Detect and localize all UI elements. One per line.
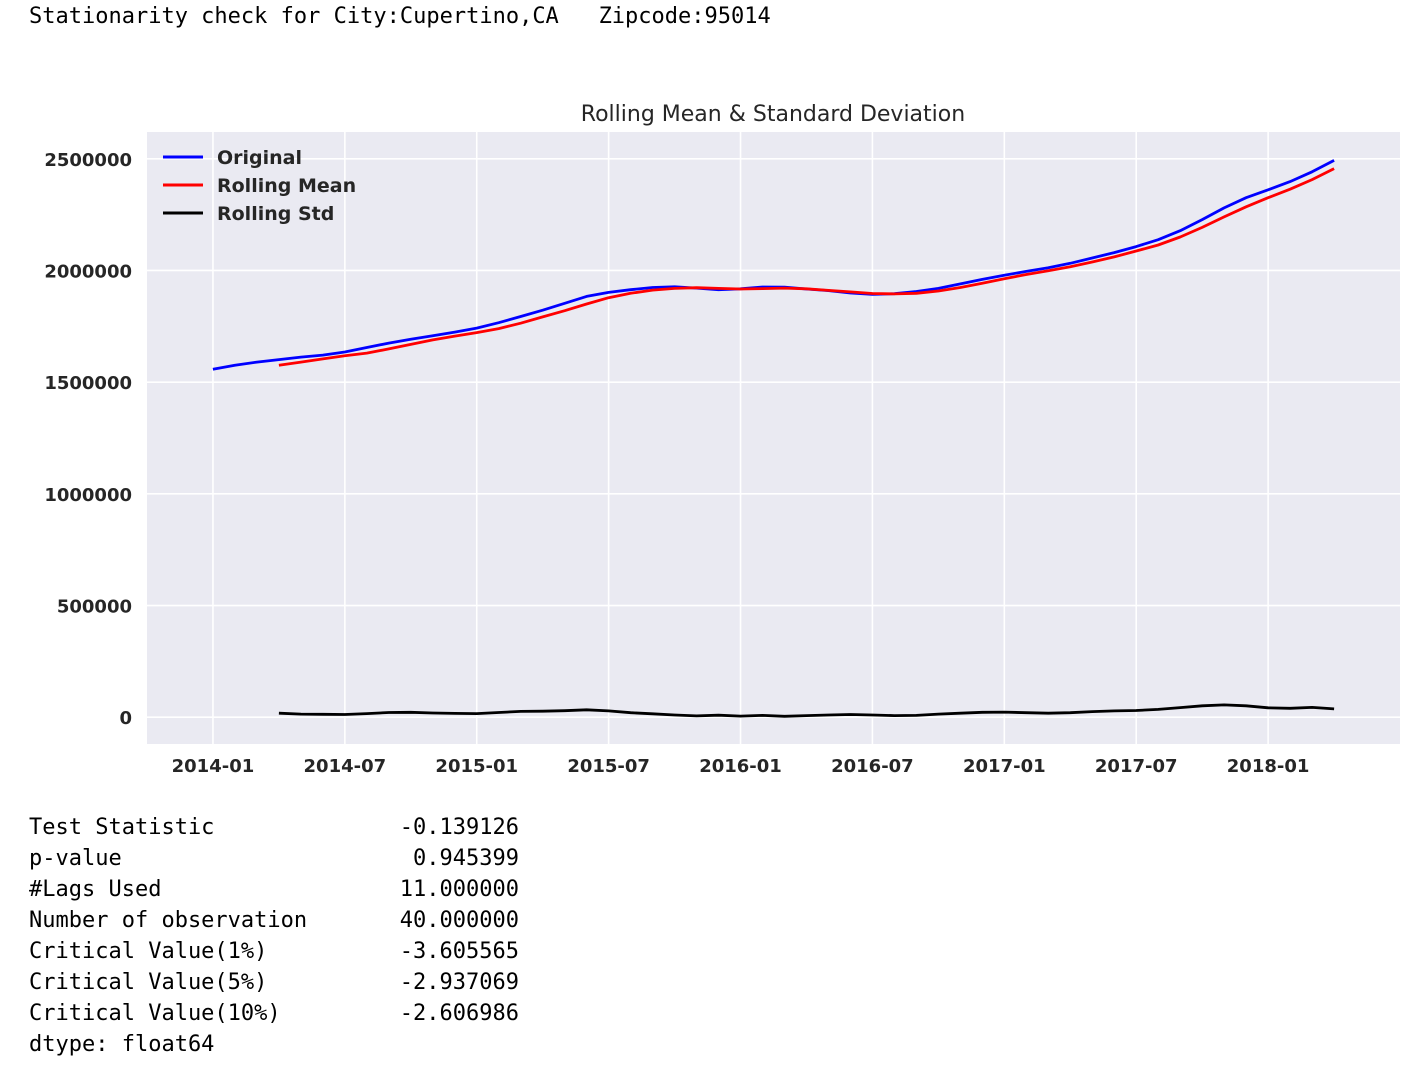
x-tick-label: 2017-07 — [1095, 756, 1178, 777]
y-tick-label: 2500000 — [44, 150, 132, 171]
result-value: 11.000000 — [399, 877, 519, 902]
x-tick-label: 2017-01 — [963, 756, 1046, 777]
result-value: -0.139126 — [399, 815, 519, 840]
x-tick-label: 2014-07 — [304, 756, 387, 777]
result-label: Critical Value(10%) — [29, 1001, 281, 1026]
result-label: Critical Value(5%) — [29, 970, 268, 995]
x-tick-label: 2015-01 — [435, 756, 518, 777]
x-tick-label: 2016-07 — [831, 756, 914, 777]
zipcode-label: Zipcode:95014 — [598, 4, 771, 29]
series-lines — [212, 159, 1335, 718]
result-value: -2.606986 — [399, 1001, 519, 1026]
result-row: Number of observation 40.000000 — [29, 905, 519, 936]
chart-title: Rolling Mean & Standard Deviation — [581, 102, 965, 127]
result-value: -3.605565 — [399, 939, 519, 964]
rolling-std-line — [278, 703, 1335, 718]
rolling-mean-line — [278, 167, 1335, 367]
legend-label: Rolling Mean — [217, 175, 356, 197]
grid — [147, 132, 1400, 744]
result-label: Test Statistic — [29, 815, 215, 840]
legend: Original Rolling Mean Rolling Std — [163, 147, 356, 225]
rolling-stats-chart: Rolling Mean & Standard Deviation 0 50000… — [44, 102, 1400, 777]
result-value: 40.000000 — [399, 908, 519, 933]
city-label: Stationarity check for City:Cupertino,CA — [29, 4, 559, 29]
y-tick-label: 0 — [119, 708, 132, 729]
result-value: 0.945399 — [413, 846, 519, 871]
result-value: -2.937069 — [399, 970, 519, 995]
y-tick-label: 500000 — [57, 597, 132, 618]
y-tick-label: 1000000 — [44, 485, 132, 506]
result-row: p-value 0.945399 — [29, 843, 519, 874]
plot-area — [147, 132, 1400, 744]
y-tick-label: 2000000 — [44, 261, 132, 282]
header-line: Stationarity check for City:Cupertino,CA… — [29, 4, 771, 29]
x-tick-label: 2016-01 — [699, 756, 782, 777]
result-row: Test Statistic -0.139126 — [29, 812, 519, 843]
result-label: #Lags Used — [29, 877, 162, 902]
result-row: #Lags Used 11.000000 — [29, 874, 519, 905]
x-axis-ticks: 2014-01 2014-07 2015-01 2015-07 2016-01 2016-… — [172, 756, 1310, 777]
adf-results: Test Statistic -0.139126 p-value 0.945399 #L… — [29, 812, 519, 1060]
dtype-line: dtype: float64 — [29, 1032, 215, 1057]
x-tick-label: 2014-01 — [172, 756, 255, 777]
y-tick-label: 1500000 — [44, 373, 132, 394]
y-axis-ticks: 0 500000 1000000 1500000 2000000 2500000 — [44, 150, 132, 729]
result-label: Number of observation — [29, 908, 308, 933]
legend-label: Original — [217, 147, 302, 169]
x-tick-label: 2015-07 — [567, 756, 650, 777]
result-label: Critical Value(1%) — [29, 939, 268, 964]
legend-label: Rolling Std — [217, 203, 334, 225]
result-row: Critical Value(5%) -2.937069 — [29, 967, 519, 998]
result-row: Critical Value(10%) -2.606986 — [29, 998, 519, 1029]
result-row: Critical Value(1%) -3.605565 — [29, 936, 519, 967]
x-tick-label: 2018-01 — [1227, 756, 1310, 777]
result-label: p-value — [29, 846, 122, 871]
